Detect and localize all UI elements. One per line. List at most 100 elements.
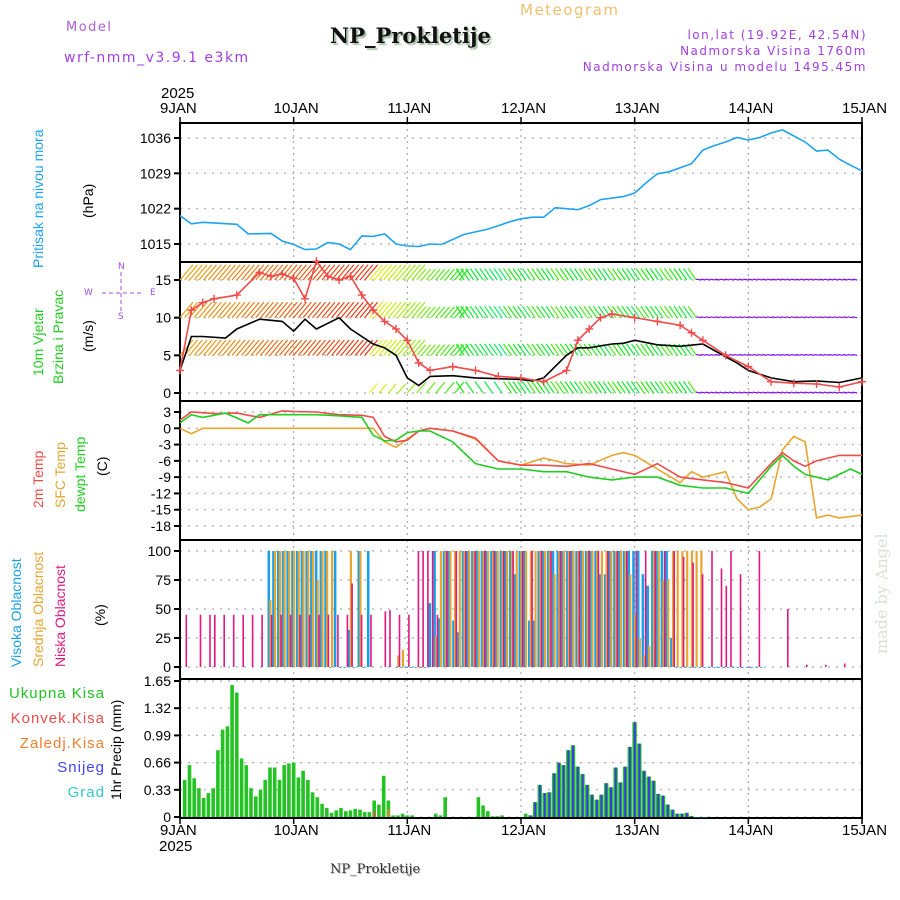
cloud-mid-bar (648, 646, 651, 667)
wind-barb (687, 381, 697, 394)
precip-snow-bar (643, 770, 646, 817)
cloud-high-bar (314, 551, 318, 667)
cloud-high-bar (433, 551, 436, 667)
cloud-low-bar (455, 551, 458, 667)
cloud-mid-bar (472, 551, 476, 667)
wind-barb (649, 268, 659, 281)
precip-total-bar (187, 765, 192, 817)
wind-barb (766, 353, 773, 356)
page-title: NP_Prokletije (330, 23, 491, 48)
wind-barb (645, 268, 655, 281)
cloud-high-bar (348, 629, 351, 667)
cloud-high-bar (461, 551, 465, 667)
day-label-bottom: 9JAN (160, 822, 197, 839)
wind-barb (828, 278, 834, 281)
precip-total-bar (225, 726, 230, 817)
compass-north: N (118, 262, 125, 272)
wind-barb (564, 343, 574, 356)
wind-barb (212, 339, 227, 356)
cloud-low-bar (474, 551, 476, 667)
wind-barb (241, 301, 255, 319)
wind-barb (621, 268, 631, 281)
cloud-low-bar (370, 614, 372, 667)
wind-speed-line (179, 316, 863, 387)
temp-ytick-label: 0 (163, 420, 171, 436)
precip-total-bar (211, 788, 215, 817)
cloud-mid-bar (638, 638, 641, 667)
precip-snow-bar (662, 795, 665, 817)
cloud-mid-bar (439, 551, 442, 667)
wind-barb (406, 383, 416, 394)
wind-barb (184, 264, 199, 281)
wind-barb (654, 343, 664, 356)
wind-barb (800, 278, 806, 281)
precip-legend-snow: Snijeg (57, 759, 105, 776)
wind-barb (738, 278, 744, 281)
wind-barb (781, 391, 787, 394)
wind-barb (488, 305, 498, 319)
wind-barb (545, 381, 555, 394)
cloud-high-bar (613, 551, 616, 667)
cloud-high-bar (674, 667, 678, 668)
wind-gust-marker (562, 366, 571, 375)
wind-barb (354, 301, 369, 319)
wind-barb (635, 343, 645, 356)
precip-total-bar (476, 797, 481, 817)
wind-barb (493, 268, 503, 281)
cloud-high-bar (570, 551, 574, 667)
cloud-high-bar (366, 551, 370, 667)
wind-gust-marker (607, 309, 616, 318)
wind-barb (785, 391, 792, 394)
wind-barb (710, 391, 716, 394)
wind-barb (435, 306, 446, 319)
wind-barb (440, 306, 450, 319)
wind-barb (626, 343, 636, 356)
wind-barb (752, 391, 758, 394)
cloud-high-bar (556, 551, 559, 667)
cloud-ytick-label: 100 (148, 543, 172, 559)
cloud-high-bar (707, 667, 711, 668)
wind-barb (387, 339, 402, 356)
wind-barb (795, 278, 801, 281)
wind-barb (762, 353, 768, 356)
wind-barb (819, 353, 825, 356)
cloud-mid-bar (321, 551, 324, 667)
cloud-low-bar (673, 551, 675, 667)
wind-barb (503, 381, 513, 394)
wind-barb (402, 301, 416, 319)
wind-barb (203, 339, 217, 356)
wind-barb (217, 301, 232, 319)
wind-barb (823, 316, 829, 319)
wind-gust-marker (232, 291, 241, 300)
cloud-low-bar (787, 609, 789, 667)
cloud-high-bar (319, 551, 323, 667)
cloud-high-bar (456, 632, 460, 667)
cloud-mid-bar (572, 551, 575, 667)
cloud-mid-bar (416, 667, 419, 668)
wind-barb (222, 264, 236, 281)
wind-barb (236, 264, 251, 281)
wind-barb (517, 305, 527, 319)
cloud-high-bar (618, 551, 621, 667)
cloud-high-bar (409, 667, 413, 668)
wind-barb (517, 381, 527, 394)
wind-barb (729, 391, 735, 394)
wind-barb (297, 339, 312, 356)
wind-barb (583, 268, 593, 281)
precip-total-bar (381, 775, 386, 817)
cloud-low-bar (346, 614, 349, 667)
cloud-mid-bar (610, 551, 613, 667)
wind-barb (421, 344, 431, 356)
cloud-mid-bar (307, 551, 310, 667)
wind-barb (507, 268, 517, 281)
cloud-mid-bar (444, 551, 447, 667)
cloud-high-bar (490, 551, 493, 667)
wind-barb (392, 339, 407, 356)
wind-barb (260, 339, 274, 356)
wind-barb (649, 305, 659, 319)
precip-total-bar (291, 762, 296, 817)
wind-barb (307, 339, 322, 356)
wind-ytick-label: 15 (155, 272, 171, 288)
wind-barb (312, 264, 326, 281)
wind-barb (274, 339, 289, 356)
